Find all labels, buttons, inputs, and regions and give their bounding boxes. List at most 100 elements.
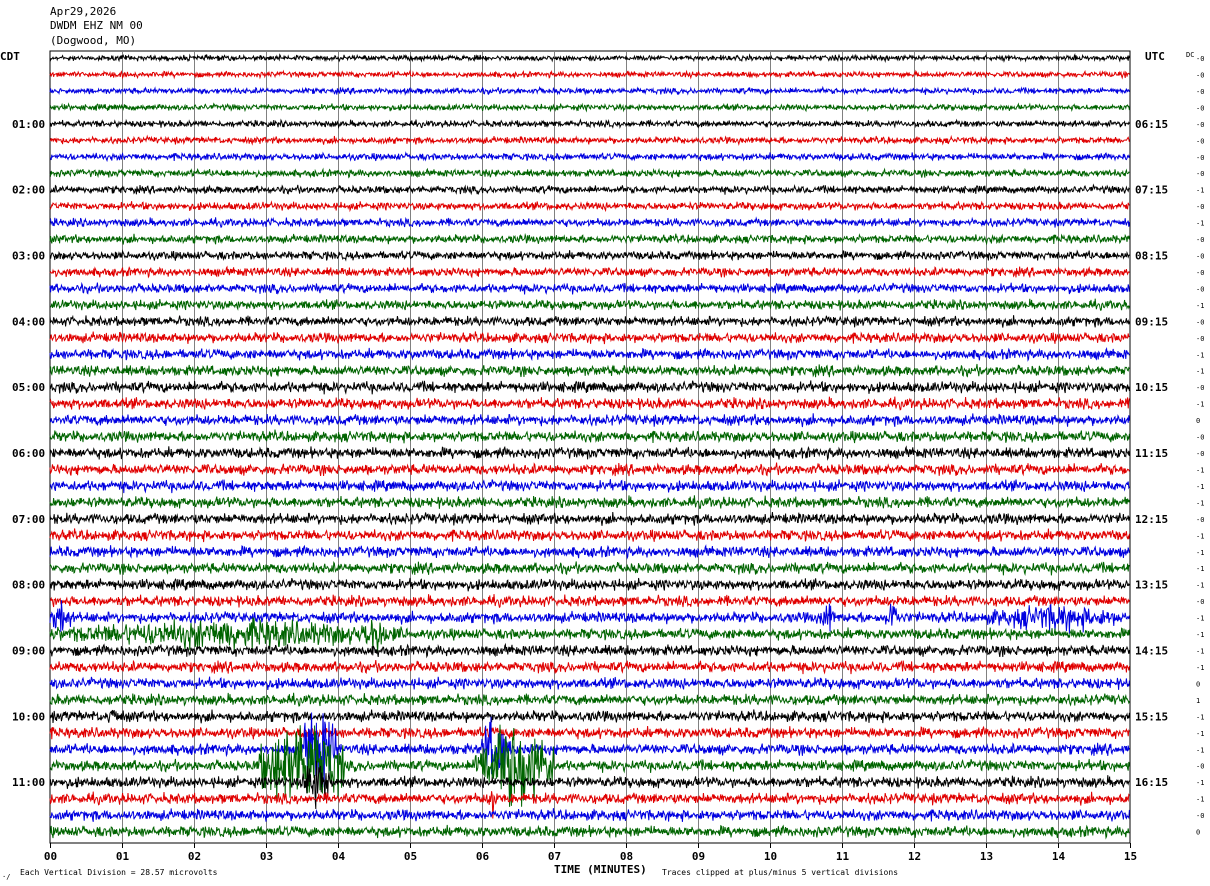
header-location: (Dogwood, MO)	[50, 34, 137, 47]
trace-line	[49, 594, 1130, 609]
dc-offset-label: -0	[1196, 598, 1204, 606]
dc-offset-label: -0	[1196, 203, 1204, 211]
dc-offset-label: -1	[1196, 483, 1204, 491]
trace-line	[49, 659, 1130, 675]
dc-offset-label: -0	[1196, 384, 1204, 392]
utc-timezone-label: UTC	[1145, 50, 1165, 63]
dc-offset-label: -1	[1196, 549, 1204, 557]
trace-line	[49, 281, 1130, 295]
dc-offset-label: -1	[1196, 220, 1204, 228]
trace-line	[49, 495, 1130, 510]
trace-line	[49, 577, 1130, 592]
dc-offset-label: -0	[1196, 253, 1204, 261]
trace-line	[49, 429, 1130, 444]
trace-line	[49, 642, 1130, 659]
dc-header-label: DC	[1186, 51, 1194, 59]
trace-line	[49, 183, 1130, 196]
trace-line	[49, 712, 1130, 788]
x-axis-label: TIME (MINUTES)	[554, 863, 647, 876]
cdt-hour-label: 06:00	[12, 447, 45, 460]
x-tick-label: 04	[332, 850, 346, 863]
dc-offset-label: -0	[1196, 236, 1204, 244]
trace-line	[49, 363, 1130, 378]
dc-offset-label: -0	[1196, 434, 1204, 442]
dc-offset-label: -1	[1196, 746, 1204, 754]
cdt-hour-label: 09:00	[12, 645, 45, 658]
dc-offset-label: -0	[1196, 516, 1204, 524]
dc-offset-label: -0	[1196, 154, 1204, 162]
trace-line	[49, 600, 1130, 634]
dc-offset-label: -1	[1196, 466, 1204, 474]
trace-line	[49, 808, 1130, 822]
trace-line	[49, 725, 1130, 740]
trace-line	[49, 118, 1130, 130]
dc-offset-label: 1	[1196, 697, 1200, 705]
dc-offset-label: -0	[1196, 763, 1204, 771]
dc-offset-label: -1	[1196, 796, 1204, 804]
dc-offset-label: -1	[1196, 401, 1204, 409]
dc-offset-label: -1	[1196, 187, 1204, 195]
dc-offset-label: -1	[1196, 664, 1204, 672]
utc-hour-label: 06:15	[1135, 118, 1168, 131]
dc-offset-label: -0	[1196, 812, 1204, 820]
trace-line	[49, 724, 1130, 807]
utc-hour-label: 14:15	[1135, 645, 1168, 658]
cdt-hour-label: 10:00	[12, 710, 45, 723]
trace-line	[49, 134, 1130, 147]
utc-hour-label: 07:15	[1135, 184, 1168, 197]
dc-offset-label: -1	[1196, 302, 1204, 310]
utc-hour-label: 12:15	[1135, 513, 1168, 526]
trace-line	[49, 413, 1130, 428]
trace-line	[49, 85, 1130, 96]
x-tick-label: 10	[764, 850, 777, 863]
trace-line	[49, 561, 1130, 576]
utc-hour-label: 10:15	[1135, 381, 1168, 394]
trace-line	[49, 479, 1130, 494]
x-tick-label: 08	[620, 850, 633, 863]
x-tick-label: 06	[476, 850, 490, 863]
trace-line	[49, 544, 1130, 560]
trace-line	[49, 380, 1130, 395]
dc-offset-label: -1	[1196, 730, 1204, 738]
dc-offset-label: 0	[1196, 680, 1200, 688]
trace-line	[49, 445, 1130, 461]
dc-offset-label: -1	[1196, 631, 1204, 639]
x-tick-label: 13	[980, 850, 993, 863]
trace-line	[49, 265, 1130, 279]
x-tick-label: 02	[188, 850, 201, 863]
trace-line	[49, 791, 1130, 819]
dc-offset-label: -0	[1196, 450, 1204, 458]
utc-hour-label: 16:15	[1135, 776, 1168, 789]
trace-line	[49, 232, 1130, 246]
trace-line	[49, 200, 1130, 213]
x-tick-label: 03	[260, 850, 273, 863]
trace-line	[49, 462, 1130, 477]
trace-line	[49, 151, 1130, 163]
cdt-hour-label: 08:00	[12, 579, 45, 592]
dc-offset-label: -0	[1196, 104, 1204, 112]
utc-hour-label: 08:15	[1135, 250, 1168, 263]
trace-line	[49, 167, 1130, 179]
cdt-hour-label: 02:00	[12, 184, 45, 197]
trace-line	[49, 396, 1130, 411]
dc-offset-label: -1	[1196, 648, 1204, 656]
dc-offset-label: -0	[1196, 88, 1204, 96]
dc-offset-label: -1	[1196, 565, 1204, 573]
trace-line	[49, 314, 1130, 328]
cdt-timezone-label: CDT	[0, 50, 20, 63]
dc-offset-label: -0	[1196, 71, 1204, 79]
dc-offset-label: -1	[1196, 368, 1204, 376]
x-tick-label: 12	[908, 850, 921, 863]
dc-offset-label: -0	[1196, 55, 1204, 63]
trace-line	[49, 216, 1130, 229]
dc-offset-label: -0	[1196, 121, 1204, 129]
trace-line	[49, 760, 1130, 810]
trace-line	[49, 331, 1130, 345]
trace-line	[49, 528, 1130, 543]
dc-offset-label: -1	[1196, 779, 1204, 787]
utc-hour-label: 11:15	[1135, 447, 1168, 460]
dc-offset-label: 0	[1196, 829, 1200, 837]
trace-line	[49, 102, 1130, 113]
x-tick-label: 14	[1052, 850, 1066, 863]
